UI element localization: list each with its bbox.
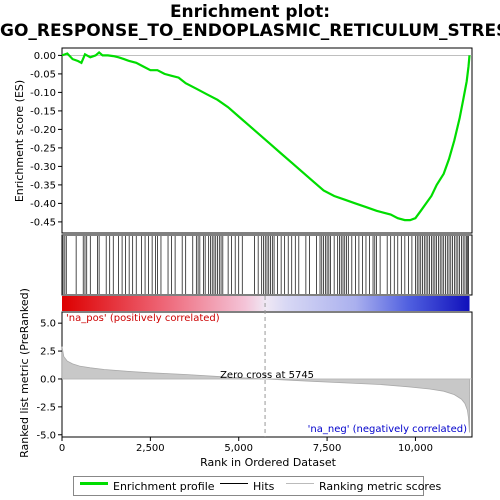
es-y-tick-label: -0.45 bbox=[30, 217, 56, 228]
chart-title-line2: GO_RESPONSE_TO_ENDOPLASMIC_RETICULUM_STR… bbox=[0, 21, 500, 41]
legend-enrichment-line bbox=[80, 482, 108, 485]
es-y-tick-label: -0.10 bbox=[30, 88, 56, 99]
x-tick-label: 7,500 bbox=[313, 443, 342, 454]
legend: Enrichment profile Hits Ranking metric s… bbox=[73, 476, 441, 496]
legend-enrichment-label: Enrichment profile bbox=[113, 480, 215, 493]
chart-title-line1: Enrichment plot: bbox=[169, 2, 331, 22]
es-y-tick-label: -0.25 bbox=[30, 143, 56, 154]
negative-correlation-label: 'na_neg' (negatively correlated) bbox=[308, 424, 467, 435]
x-axis-label: Rank in Ordered Dataset bbox=[200, 456, 337, 469]
x-tick-label: 0 bbox=[59, 443, 65, 454]
rank-color-bar bbox=[62, 296, 470, 311]
ranked-y-tick-label: -2.5 bbox=[36, 402, 56, 413]
positive-correlation-label: 'na_pos' (positively correlated) bbox=[66, 313, 220, 324]
ranking-metric-area bbox=[61, 346, 470, 433]
legend-hits-line bbox=[220, 483, 248, 484]
ranked-y-tick-label: 0.0 bbox=[40, 374, 56, 385]
es-y-axis-label: Enrichment score (ES) bbox=[13, 80, 26, 202]
es-y-tick-label: -0.15 bbox=[30, 106, 56, 117]
x-tick-label: 2,500 bbox=[136, 443, 165, 454]
zero-cross-label: Zero cross at 5745 bbox=[220, 370, 314, 381]
es-y-tick-label: -0.05 bbox=[30, 69, 56, 80]
ranked-y-tick-label: -5.0 bbox=[36, 430, 56, 441]
ranked-y-tick-label: 2.5 bbox=[40, 347, 56, 358]
ranked-y-tick-label: 5.0 bbox=[40, 319, 56, 330]
es-y-tick-label: -0.40 bbox=[30, 199, 56, 210]
es-panel: 0.00 -0.05 -0.10 -0.15 -0.20 -0.25 -0.30 -0.35 -… bbox=[30, 47, 473, 234]
ranked-y-axis-label: Ranked list metric (PreRanked) bbox=[18, 288, 31, 458]
legend-hits-label: Hits bbox=[253, 480, 275, 493]
ranked-metric-panel: Zero cross at 5745 'na_pos' (positively c… bbox=[36, 296, 473, 454]
es-y-tick-label: -0.20 bbox=[30, 125, 56, 136]
es-y-tick-label: 0.00 bbox=[34, 51, 56, 62]
x-tick-label: 10,000 bbox=[398, 443, 433, 454]
legend-ranking-line bbox=[286, 483, 314, 484]
x-tick-label: 5,000 bbox=[224, 443, 253, 454]
legend-ranking-label: Ranking metric scores bbox=[319, 480, 442, 493]
es-y-tick-label: -0.35 bbox=[30, 180, 56, 191]
hits-panel bbox=[61, 234, 473, 296]
es-y-tick-label: -0.30 bbox=[30, 162, 56, 173]
enrichment-profile-line bbox=[61, 50, 471, 222]
